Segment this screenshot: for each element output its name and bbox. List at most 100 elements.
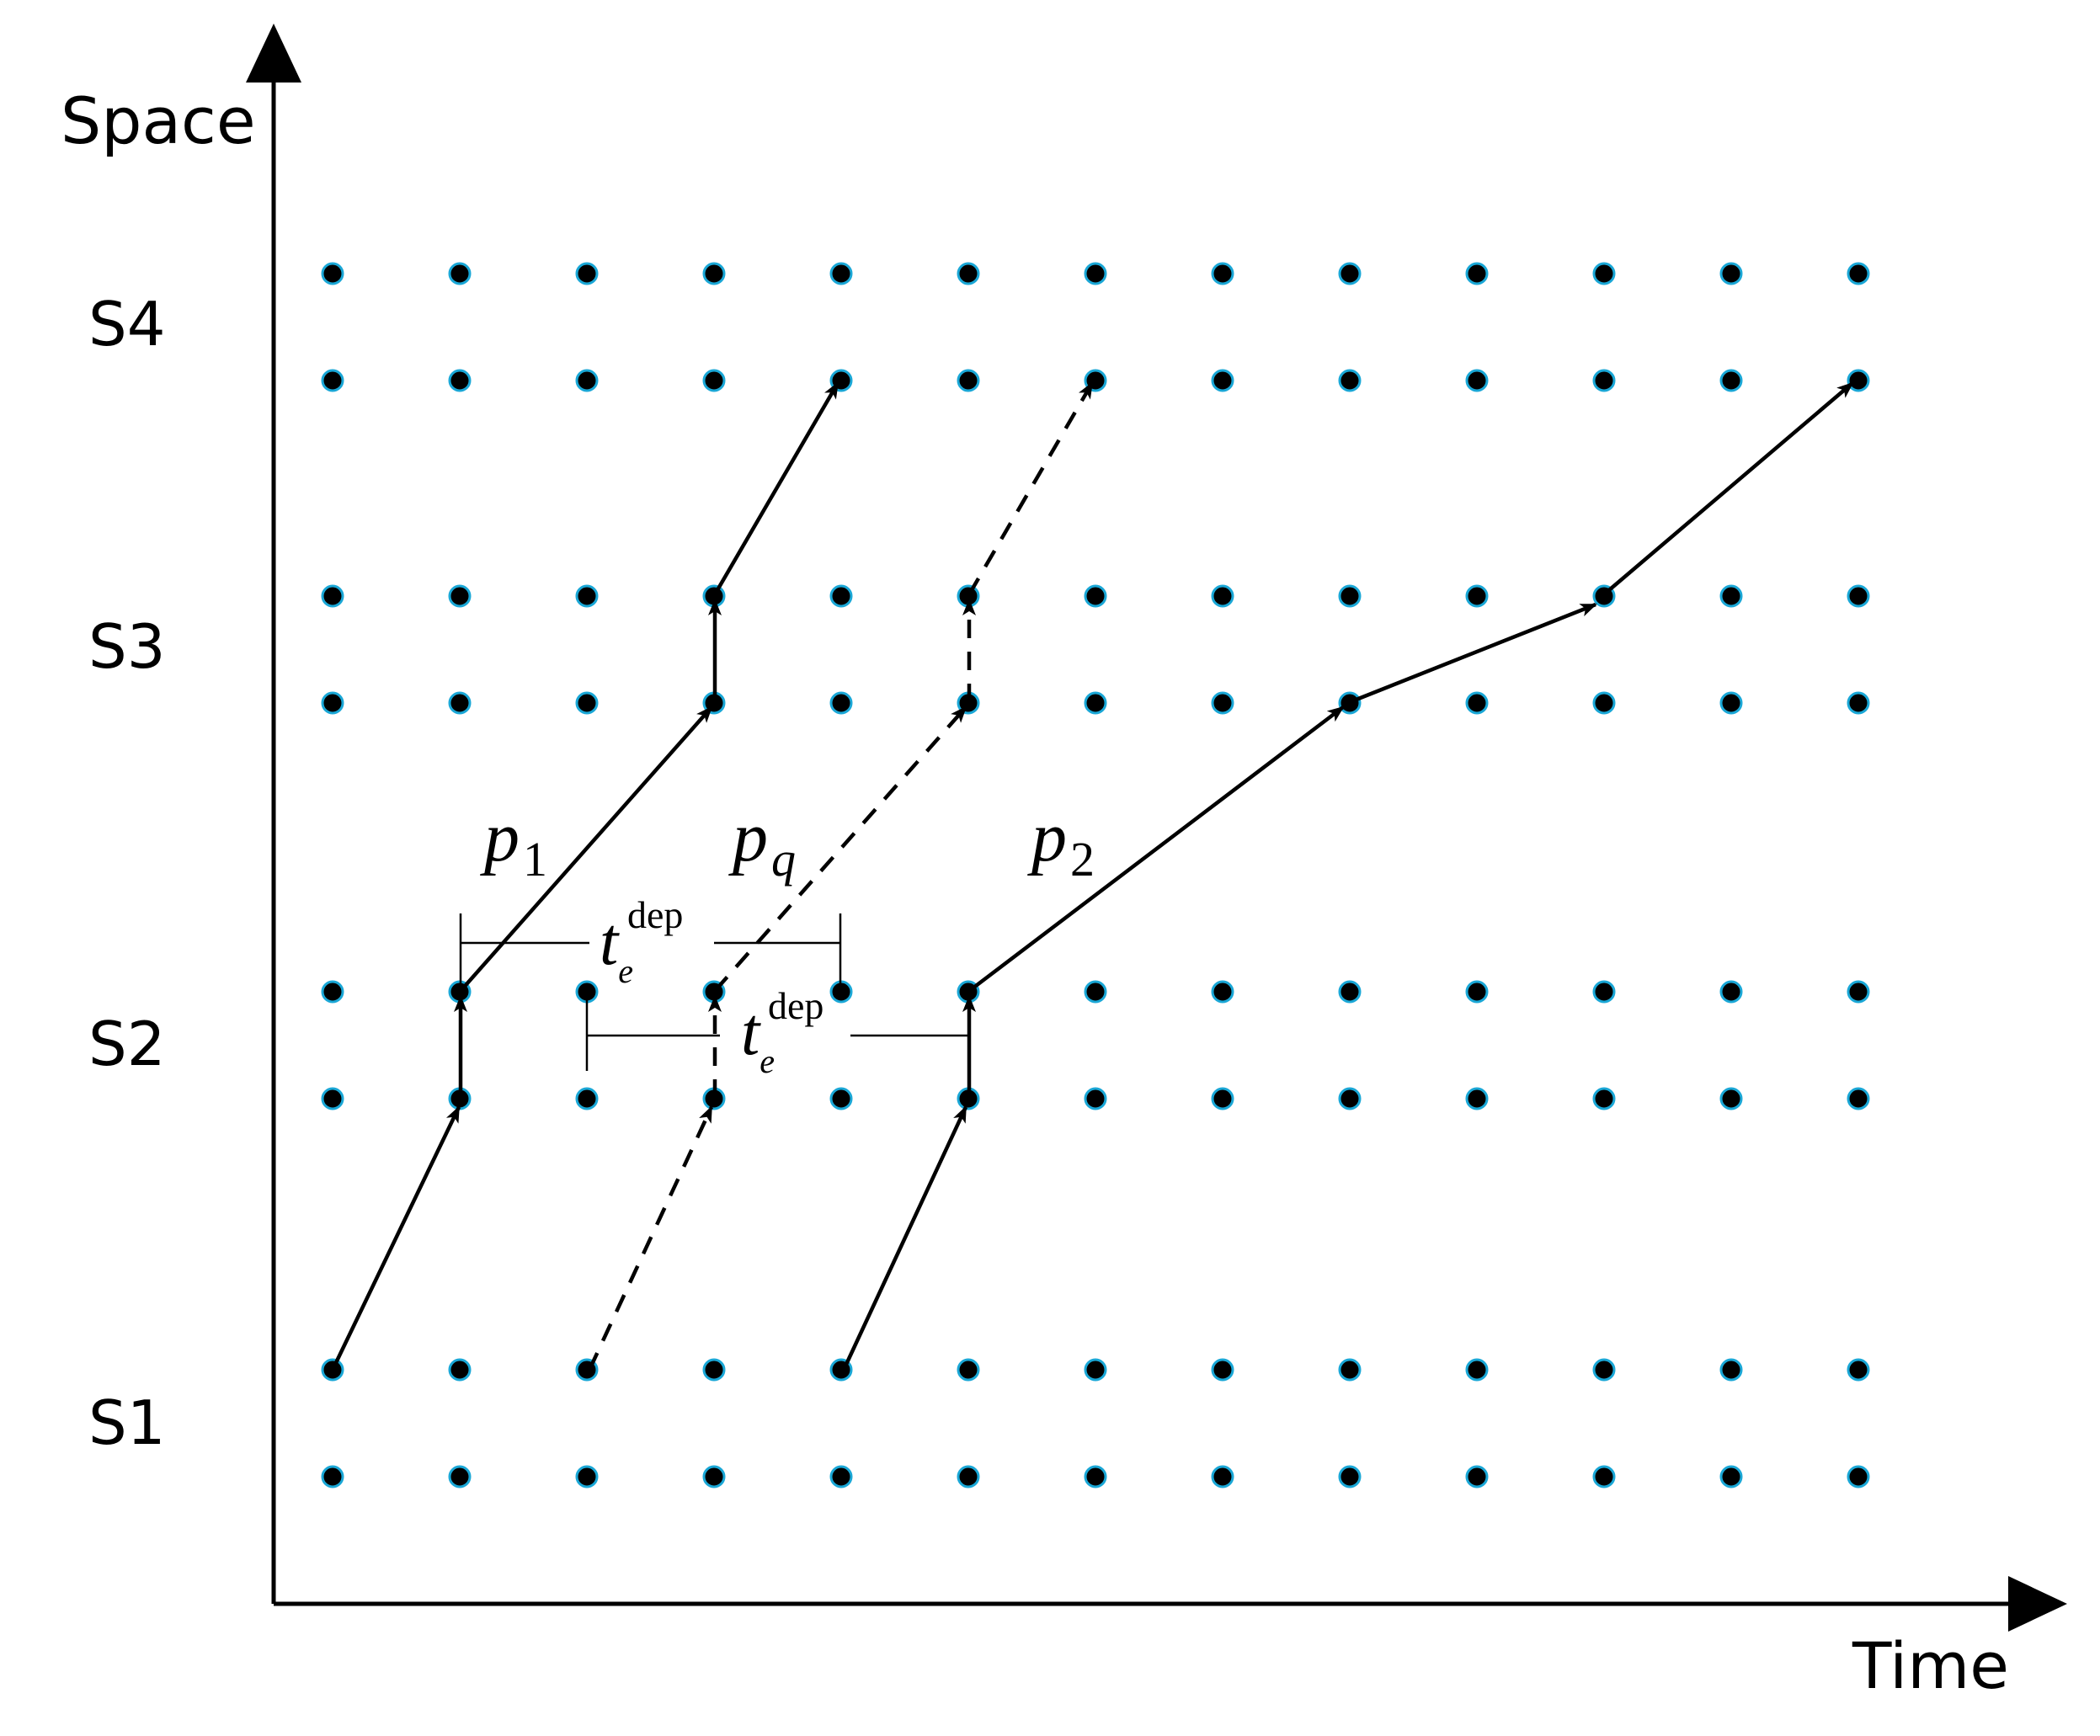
grid-node <box>321 584 344 608</box>
path-pq-segment <box>587 1105 714 1371</box>
grid-node <box>1338 691 1362 715</box>
path-p2-segment <box>1349 602 1597 705</box>
grid-node <box>448 691 472 715</box>
grid-node <box>702 369 726 392</box>
path-label-p2: p 2 <box>1027 798 1095 887</box>
grid-node <box>1211 1465 1234 1488</box>
grid-node <box>1338 369 1362 392</box>
path-p2-segment <box>841 1105 968 1371</box>
grid-node <box>957 369 980 392</box>
headway-2-sup: dep <box>768 984 823 1027</box>
x-axis-arrow-icon <box>2008 1576 2067 1632</box>
grid-node <box>448 1358 472 1382</box>
grid-node <box>1084 1465 1107 1488</box>
grid-node <box>1592 369 1616 392</box>
grid-node <box>1211 584 1234 608</box>
grid-node <box>1084 262 1107 285</box>
grid-node <box>1719 584 1743 608</box>
grid-node <box>1338 1087 1362 1110</box>
headway-1-sup: dep <box>627 893 683 936</box>
grid-node <box>1211 1087 1234 1110</box>
path-label-p1: p 1 <box>480 798 547 887</box>
grid-node <box>1847 980 1870 1004</box>
grid-node <box>448 1465 472 1488</box>
grid-node <box>1211 691 1234 715</box>
path-p2 <box>841 381 1854 1371</box>
grid-node <box>829 691 853 715</box>
grid-node <box>575 262 599 285</box>
grid-node <box>1084 1087 1107 1110</box>
grid-node <box>1719 1465 1743 1488</box>
grid-node <box>957 1465 980 1488</box>
grid-node <box>829 1465 853 1488</box>
path-p1 <box>330 381 839 1371</box>
y-axis-label: Space <box>61 83 256 158</box>
grid-node <box>1084 1358 1107 1382</box>
grid-node <box>1719 262 1743 285</box>
grid-node <box>1847 369 1870 392</box>
grid-node <box>1847 262 1870 285</box>
grid-node <box>448 369 472 392</box>
grid-node <box>1211 262 1234 285</box>
x-axis-label: Time <box>1852 1628 2009 1703</box>
grid-node <box>1592 1087 1616 1110</box>
path-p2-segment <box>967 706 1345 993</box>
grid-node <box>1338 584 1362 608</box>
grid-node <box>448 262 472 285</box>
grid-node <box>1719 691 1743 715</box>
grid-node <box>829 584 853 608</box>
grid-node <box>1592 1358 1616 1382</box>
grid-node <box>1338 980 1362 1004</box>
y-axis-arrow-icon <box>246 24 301 83</box>
grid-node <box>575 1465 599 1488</box>
grid-node <box>702 262 726 285</box>
grid-node <box>957 262 980 285</box>
grid-node <box>1847 1465 1870 1488</box>
grid-node <box>1719 369 1743 392</box>
grid-node <box>1719 980 1743 1004</box>
grid-node <box>957 1358 980 1382</box>
grid-node <box>1084 980 1107 1004</box>
grid-node <box>1465 1087 1489 1110</box>
grid-node <box>1465 369 1489 392</box>
grid-node <box>1847 584 1870 608</box>
grid-node <box>1338 262 1362 285</box>
headway-label-2: t e <box>741 995 775 1080</box>
grid-node <box>1465 691 1489 715</box>
grid-node <box>1465 262 1489 285</box>
grid-node <box>321 369 344 392</box>
headway-2-sub: e <box>760 1042 775 1080</box>
headway-1-base: t <box>600 905 620 979</box>
grid-node <box>321 980 344 1004</box>
station-label-s4: S4 <box>88 289 166 359</box>
grid-node <box>1465 980 1489 1004</box>
grid-node <box>1338 1465 1362 1488</box>
grid-node <box>702 1358 726 1382</box>
grid-node <box>1592 980 1616 1004</box>
grid-node <box>1719 1358 1743 1382</box>
grid-node <box>1592 262 1616 285</box>
grid-node <box>1847 691 1870 715</box>
grid-node <box>448 584 472 608</box>
grid-node <box>321 262 344 285</box>
station-label-s3: S3 <box>88 611 166 682</box>
grid-node <box>1465 1465 1489 1488</box>
grid-node <box>1465 1358 1489 1382</box>
grid-node <box>702 1465 726 1488</box>
headway-2-base: t <box>741 995 761 1069</box>
grid-node <box>1211 369 1234 392</box>
headway-bracket-1 <box>459 913 842 985</box>
grid-node <box>1719 1087 1743 1110</box>
headway-1-sub: e <box>618 952 633 990</box>
headway-bracket-2 <box>585 1000 971 1071</box>
node-grid <box>321 262 1870 1488</box>
grid-node <box>575 980 599 1004</box>
grid-node <box>1211 1358 1234 1382</box>
grid-node <box>1084 584 1107 608</box>
path-pq <box>587 381 1094 1371</box>
headway-label-1: t e <box>600 905 633 990</box>
path-p2-segment <box>1602 381 1854 596</box>
grid-node <box>829 262 853 285</box>
grid-node <box>575 1087 599 1110</box>
